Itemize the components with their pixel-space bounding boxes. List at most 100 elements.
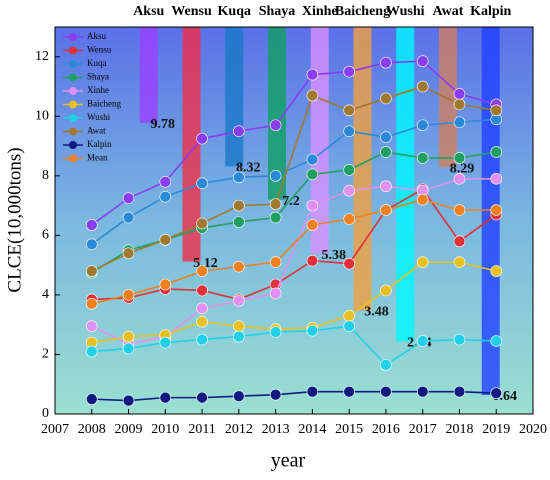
point bbox=[380, 131, 392, 143]
point bbox=[416, 385, 429, 398]
mean-bar bbox=[267, 27, 286, 200]
x-axis-label: year bbox=[271, 450, 306, 472]
series-line bbox=[91, 198, 497, 305]
point bbox=[416, 193, 429, 206]
bar-value: 8.32 bbox=[236, 161, 261, 176]
point bbox=[380, 284, 392, 297]
legend-marker bbox=[69, 87, 77, 95]
point bbox=[416, 256, 429, 268]
point bbox=[306, 254, 319, 267]
legend-marker bbox=[69, 127, 77, 136]
legend-marker bbox=[69, 73, 77, 82]
x-tick-label: 2011 bbox=[188, 422, 215, 437]
legend-label: Mean bbox=[87, 153, 108, 163]
point bbox=[380, 359, 392, 371]
point bbox=[453, 235, 466, 248]
point bbox=[159, 336, 172, 349]
y-axis-label: CLCE(10,000tons) bbox=[4, 147, 25, 292]
x-tick-label: 2015 bbox=[335, 422, 363, 437]
bar-name: Awat bbox=[433, 4, 464, 19]
point bbox=[343, 213, 355, 225]
legend-label: Wushi bbox=[87, 112, 111, 122]
point bbox=[122, 342, 135, 355]
point bbox=[380, 92, 392, 105]
point bbox=[269, 211, 282, 224]
point bbox=[85, 219, 98, 231]
bar-value: 8.29 bbox=[450, 161, 475, 176]
point bbox=[453, 333, 466, 346]
mean-bar bbox=[225, 27, 244, 167]
bar-name: Wensu bbox=[171, 4, 212, 19]
point bbox=[490, 387, 503, 399]
point bbox=[343, 385, 355, 398]
bar-value: 5.38 bbox=[321, 248, 346, 263]
bar-name: Aksu bbox=[133, 4, 164, 19]
point bbox=[343, 257, 355, 270]
point bbox=[233, 320, 245, 332]
bar-name: Kalpin bbox=[470, 4, 511, 19]
point bbox=[343, 65, 355, 78]
series-line bbox=[91, 178, 497, 345]
point bbox=[85, 238, 98, 251]
point bbox=[306, 219, 319, 231]
point bbox=[490, 204, 503, 216]
point bbox=[343, 309, 355, 322]
point bbox=[233, 330, 245, 343]
point bbox=[416, 335, 429, 347]
point bbox=[269, 388, 282, 401]
point bbox=[306, 153, 319, 166]
point bbox=[269, 326, 282, 338]
point bbox=[269, 256, 282, 268]
point bbox=[416, 80, 429, 93]
y-tick-label: 6 bbox=[42, 228, 49, 243]
point bbox=[343, 164, 355, 176]
point bbox=[85, 345, 98, 358]
point bbox=[233, 199, 245, 212]
point bbox=[122, 192, 135, 204]
point bbox=[269, 198, 282, 210]
bar-name: Kuqa bbox=[218, 4, 251, 19]
point bbox=[453, 204, 466, 216]
point bbox=[343, 104, 355, 117]
x-tick-label: 2014 bbox=[298, 422, 326, 437]
y-tick-label: 0 bbox=[42, 406, 49, 421]
point bbox=[233, 216, 245, 228]
y-tick-label: 12 bbox=[35, 49, 49, 64]
x-tick-label: 2020 bbox=[519, 422, 547, 437]
legend-label: Baicheng bbox=[87, 99, 121, 109]
legend-marker bbox=[69, 46, 77, 55]
point bbox=[343, 125, 355, 137]
point bbox=[453, 98, 466, 111]
point bbox=[233, 171, 245, 184]
point bbox=[490, 146, 503, 158]
point bbox=[380, 56, 392, 69]
point bbox=[85, 265, 98, 277]
point bbox=[122, 330, 135, 343]
legend-label: Kalpin bbox=[87, 139, 112, 149]
point bbox=[233, 295, 245, 307]
point bbox=[343, 184, 355, 197]
point bbox=[490, 173, 503, 185]
point bbox=[306, 68, 319, 81]
bar-name: Wushi bbox=[386, 4, 425, 19]
point bbox=[490, 265, 503, 277]
point bbox=[196, 132, 208, 145]
point bbox=[196, 391, 208, 404]
point bbox=[380, 385, 392, 398]
mean-bar bbox=[353, 27, 372, 311]
point bbox=[159, 278, 172, 291]
x-tick-label: 2007 bbox=[41, 422, 69, 437]
point bbox=[490, 104, 503, 117]
point bbox=[233, 125, 245, 137]
point bbox=[306, 89, 319, 102]
point bbox=[196, 265, 208, 277]
point bbox=[416, 119, 429, 132]
point bbox=[122, 247, 135, 260]
point bbox=[196, 217, 208, 230]
point bbox=[306, 324, 319, 337]
point bbox=[269, 287, 282, 300]
point bbox=[196, 177, 208, 190]
legend-label: Shaya bbox=[87, 72, 109, 82]
point bbox=[85, 298, 98, 310]
